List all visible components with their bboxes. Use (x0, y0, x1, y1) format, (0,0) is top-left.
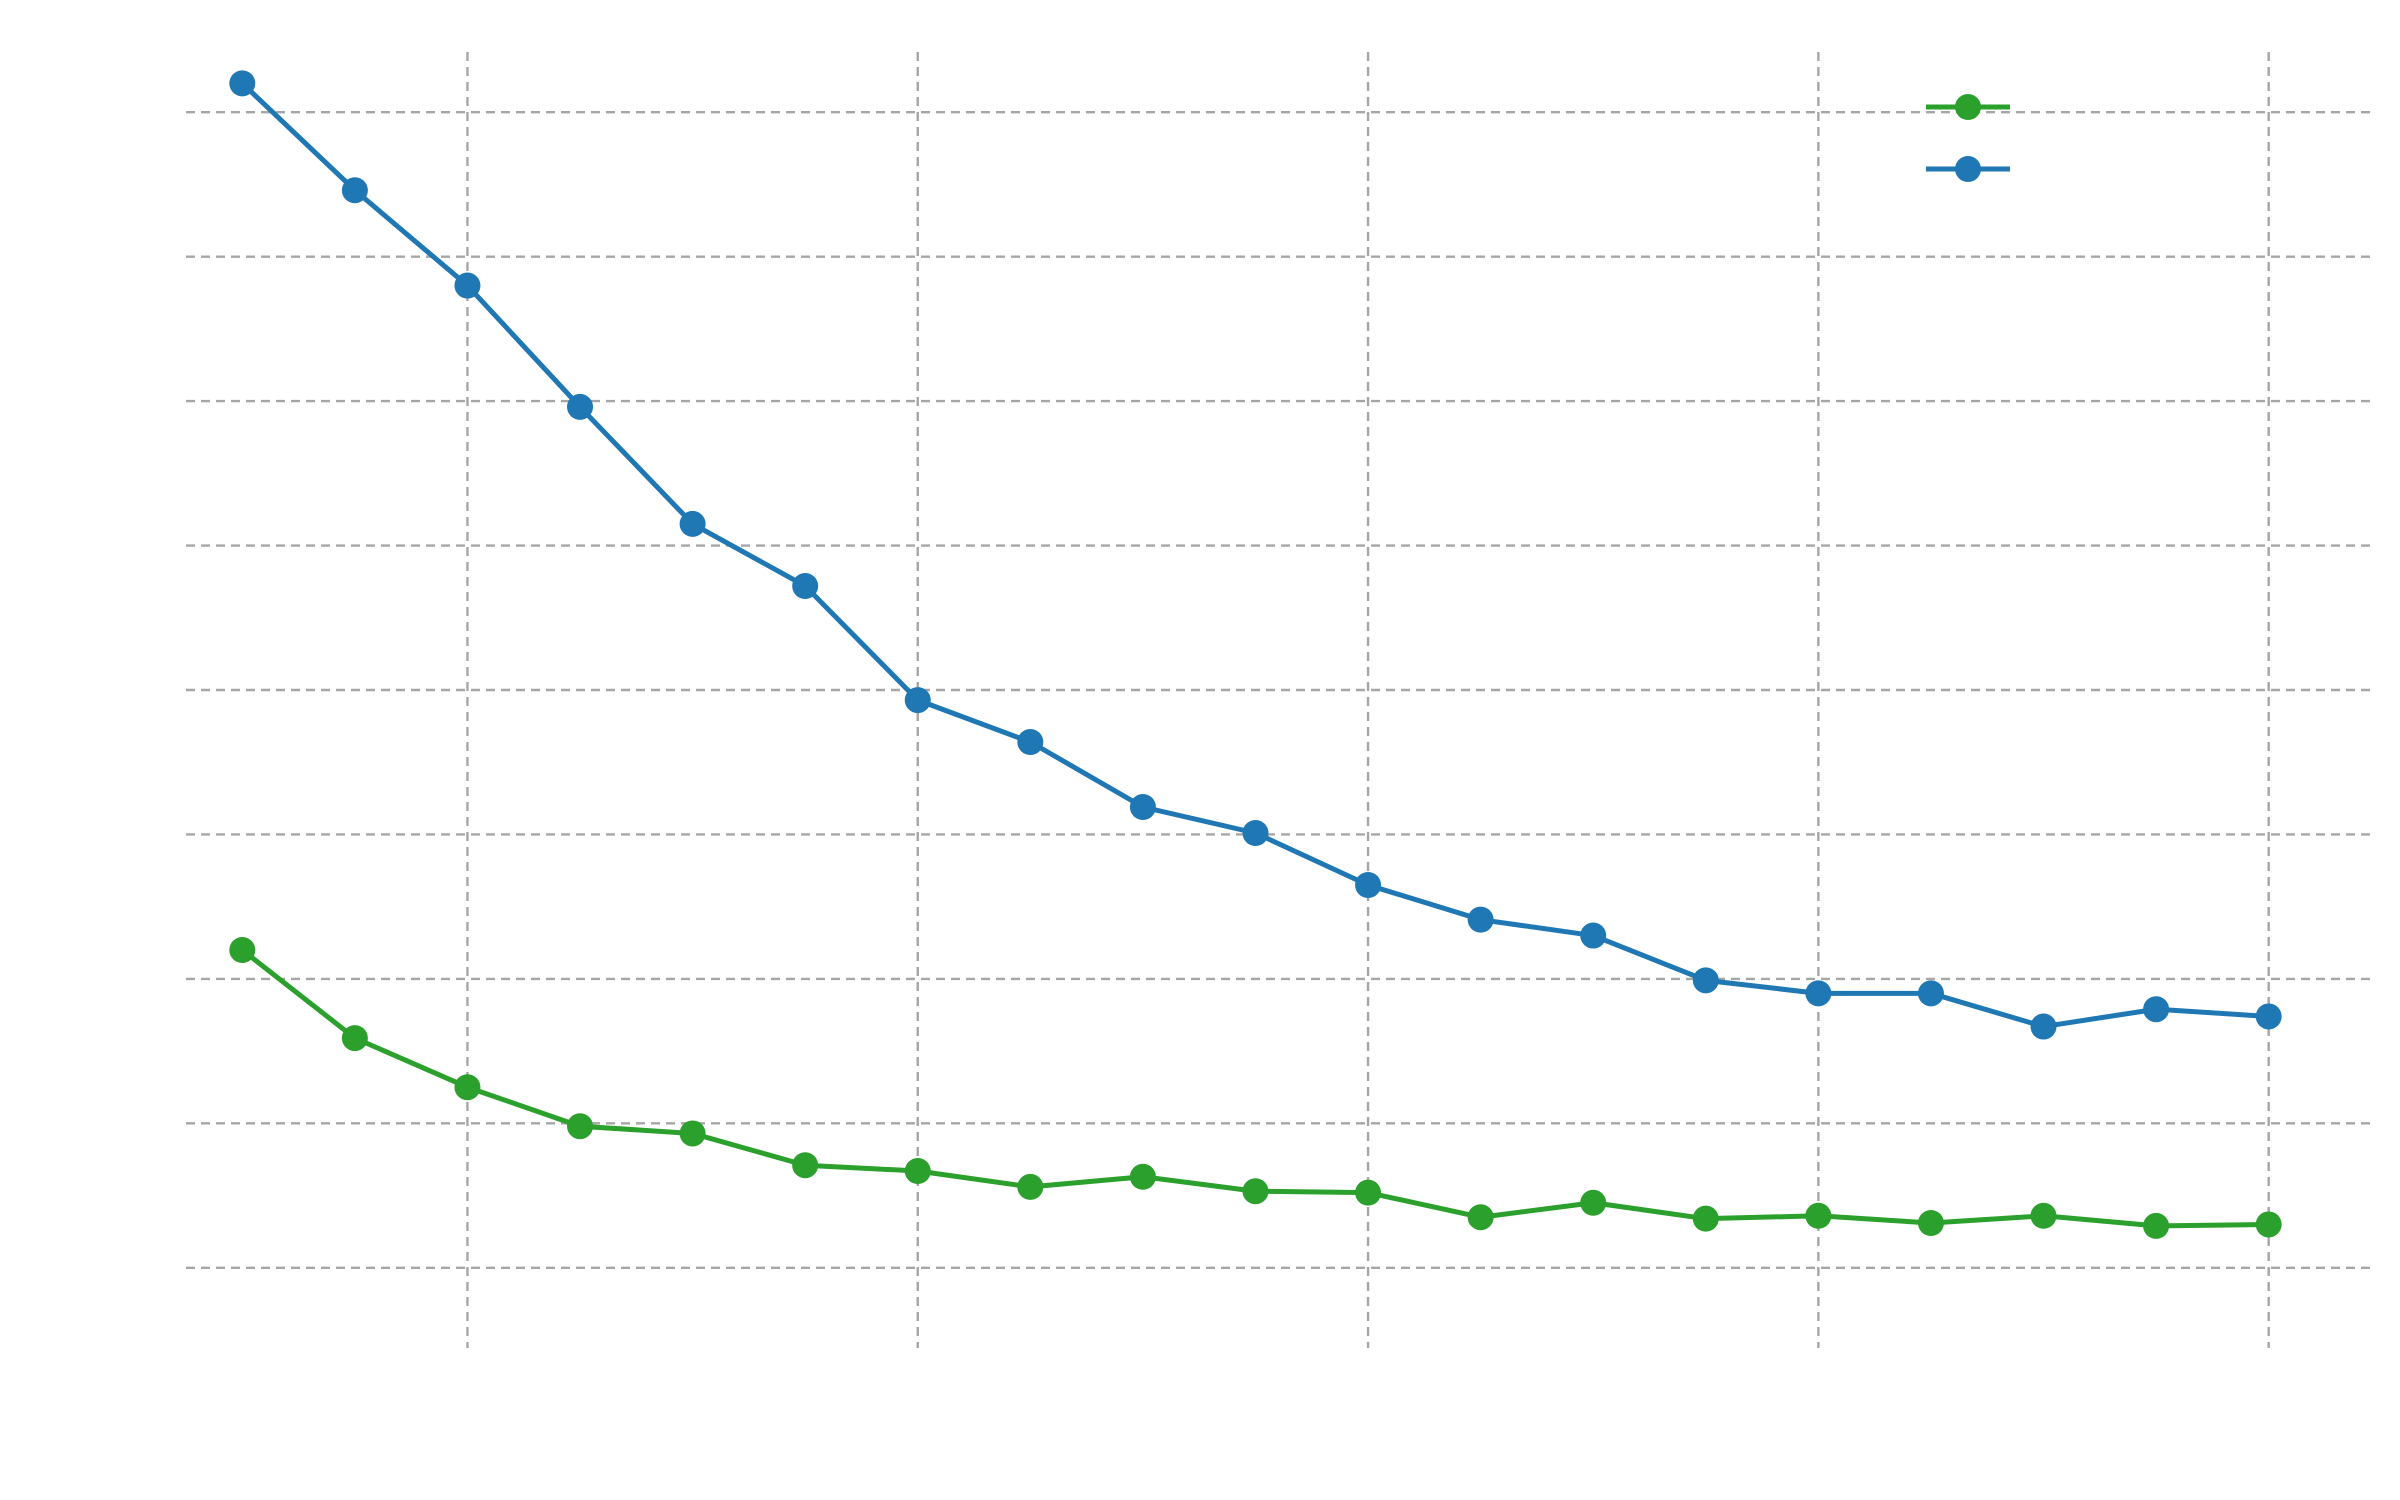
legend-marker (1955, 156, 1981, 182)
y-tick-labels: 0 10 20 30 40 50 60 70 80 (132, 95, 170, 1286)
y-tick-label: 70 (132, 240, 170, 275)
x-tick-label: 7 (908, 1363, 927, 1398)
data-point (1692, 1205, 1719, 1232)
data-point (2143, 1212, 2170, 1239)
data-point (792, 1152, 819, 1179)
data-point (2255, 1003, 2282, 1030)
data-point (1467, 1204, 1494, 1231)
data-point (679, 510, 706, 537)
series-line (239, 80, 2272, 1030)
series-1 (229, 937, 2282, 1239)
series-layer (229, 70, 2282, 1239)
legend-marker (1955, 94, 1981, 120)
data-point (454, 272, 481, 299)
series-2 (229, 70, 2282, 1040)
legend-item (1926, 94, 2010, 120)
y-tick-label: 50 (132, 529, 170, 564)
x-tick-label: 3 (458, 1363, 477, 1398)
data-point (229, 937, 256, 963)
data-point (1129, 1163, 1156, 1190)
data-point (1129, 794, 1156, 820)
data-point (1242, 1178, 1269, 1205)
y-tick-label: 40 (132, 673, 170, 708)
y-gridlines (186, 111, 2370, 1269)
y-tick-label: 10 (132, 1106, 170, 1141)
y-tick-label: 80 (132, 95, 170, 130)
data-point (1017, 729, 1044, 755)
data-point (2255, 1211, 2282, 1238)
data-point (2030, 1013, 2057, 1040)
x-tick-label: 19 (2250, 1363, 2288, 1398)
data-point (341, 1025, 368, 1052)
y-tick-label: 20 (132, 962, 170, 997)
data-point (1580, 922, 1607, 949)
data-point (1355, 1179, 1382, 1206)
y-tick-label: 0 (151, 1251, 170, 1286)
data-point (904, 1158, 931, 1184)
legend-item (1926, 156, 2010, 182)
x-tick-label: 11 (1349, 1363, 1387, 1398)
data-point (1805, 1202, 1832, 1229)
x-tick-label: 15 (1799, 1363, 1837, 1398)
data-point (792, 573, 819, 599)
data-point (229, 70, 256, 97)
data-point (2030, 1202, 2057, 1229)
data-point (1917, 980, 1944, 1007)
data-point (1917, 1210, 1944, 1236)
data-point (679, 1120, 706, 1147)
y-tick-label: 60 (132, 384, 170, 419)
x-tick-labels: 3 7 11 15 19 (458, 1363, 2288, 1398)
data-point (1017, 1173, 1044, 1200)
data-point (2143, 996, 2170, 1023)
legend (1926, 94, 2010, 182)
data-point (1467, 906, 1494, 933)
y-tick-label: 30 (132, 817, 170, 852)
data-point (1692, 967, 1719, 994)
data-point (567, 1113, 594, 1140)
x-gridlines (466, 52, 2270, 1348)
data-point (904, 687, 931, 714)
data-point (341, 177, 368, 204)
data-point (454, 1074, 481, 1101)
data-point (1355, 872, 1382, 898)
data-point (1805, 980, 1832, 1007)
data-point (1242, 820, 1269, 846)
data-point (1580, 1189, 1607, 1216)
data-point (567, 393, 594, 420)
